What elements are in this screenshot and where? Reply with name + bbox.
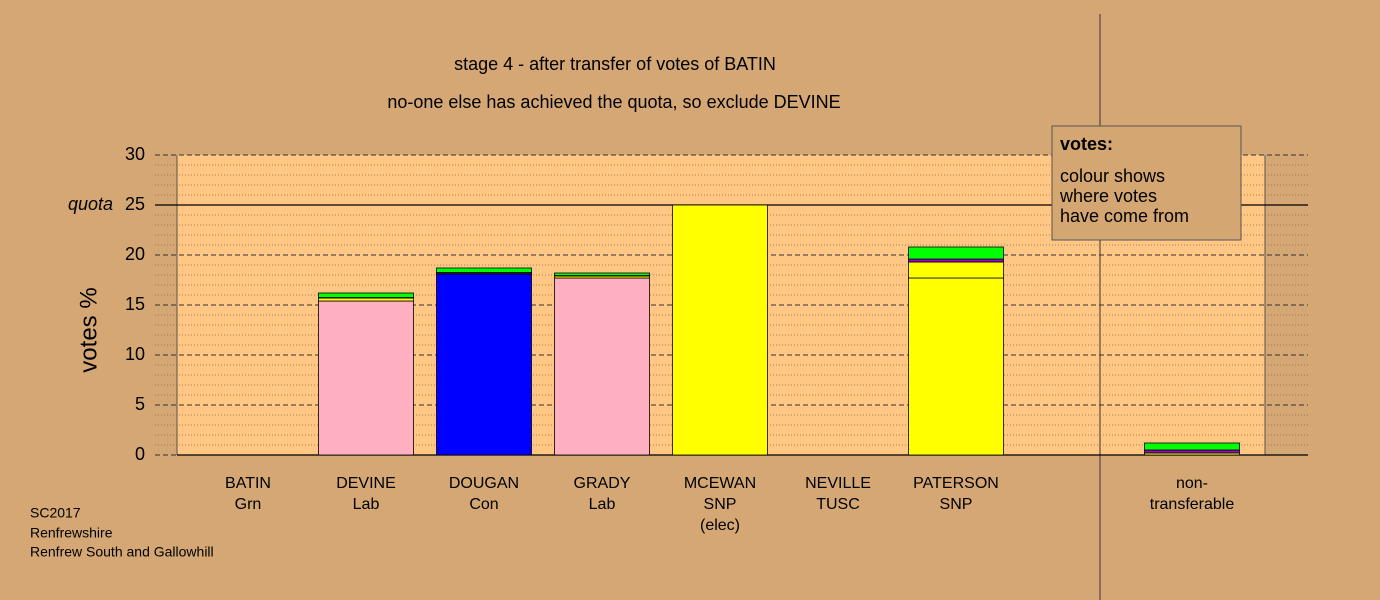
x-tick-label: (elec) xyxy=(700,517,740,534)
y-tick-label: 10 xyxy=(125,344,145,364)
title: stage 4 - after transfer of votes of BAT… xyxy=(454,54,776,74)
y-tick-label: 25 xyxy=(125,194,145,214)
footer: Renfrewshire xyxy=(30,525,113,541)
footer: Renfrew South and Gallowhill xyxy=(30,544,214,560)
bar-segment xyxy=(1144,449,1240,454)
x-tick-label: non- xyxy=(1176,475,1208,492)
subtitle: no-one else has achieved the quota, so e… xyxy=(387,92,840,112)
y-tick-label: 30 xyxy=(125,144,145,164)
x-tick-label: DEVINE xyxy=(336,475,396,492)
bar-segment xyxy=(436,273,532,456)
bar-segment xyxy=(554,277,650,456)
y-tick-label: 20 xyxy=(125,244,145,264)
x-tick-label: transferable xyxy=(1150,496,1235,513)
x-tick-label: TUSC xyxy=(816,496,860,513)
x-tick-label: Con xyxy=(469,496,498,513)
bar-segment xyxy=(672,204,768,456)
legend-text: colour shows xyxy=(1060,166,1165,186)
x-tick-label: DOUGAN xyxy=(449,475,519,492)
x-tick-label: Lab xyxy=(353,496,380,513)
x-tick-label: SNP xyxy=(940,496,973,513)
legend-text: where votes xyxy=(1059,186,1157,206)
x-tick-label: MCEWAN xyxy=(684,475,756,492)
legend-box xyxy=(1051,125,1242,241)
bar-segment xyxy=(554,272,650,276)
x-tick-label: BATIN xyxy=(225,475,271,492)
legend-title: votes: xyxy=(1060,134,1113,154)
x-tick-label: GRADY xyxy=(574,475,631,492)
x-tick-label: PATERSON xyxy=(913,475,999,492)
bar-segment xyxy=(318,292,414,298)
footer: SC2017 xyxy=(30,505,81,521)
y-axis-label: votes % xyxy=(75,287,102,372)
x-tick-label: Grn xyxy=(235,496,262,513)
bar-segment xyxy=(318,297,414,302)
x-tick-label: NEVILLE xyxy=(805,475,871,492)
x-tick-label: Lab xyxy=(589,496,616,513)
bar-segment xyxy=(318,300,414,456)
bar-segment xyxy=(908,246,1004,260)
bar-segment xyxy=(908,261,1004,279)
bar-segment xyxy=(1144,442,1240,451)
y-tick-label: 5 xyxy=(135,394,145,414)
bar-segment xyxy=(436,267,532,273)
y-tick-label: 15 xyxy=(125,294,145,314)
y-tick-label: 0 xyxy=(135,444,145,464)
bar-segment xyxy=(908,258,1004,263)
quota-label: quota xyxy=(68,194,113,214)
bar-segment xyxy=(908,277,1004,456)
legend-text: have come from xyxy=(1060,206,1189,226)
legend: votes: colour shows where votes have com… xyxy=(1051,125,1242,241)
x-tick-label: SNP xyxy=(704,496,737,513)
